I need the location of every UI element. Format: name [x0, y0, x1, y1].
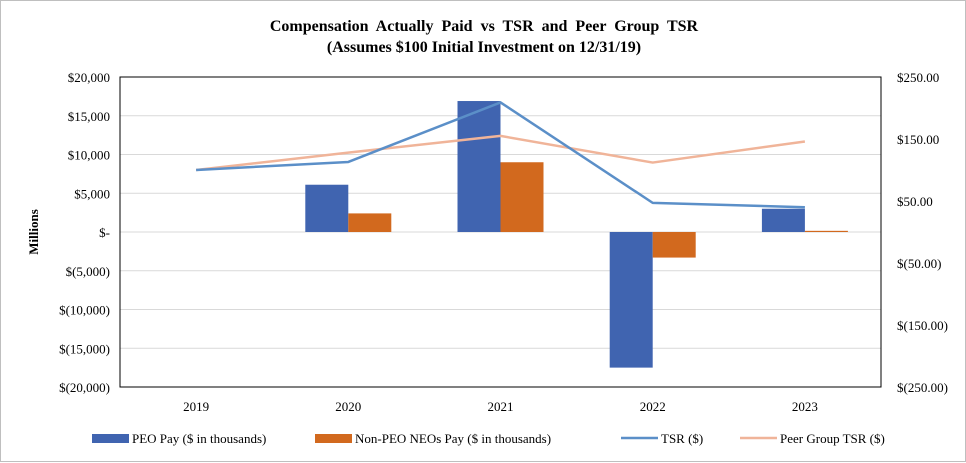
y2-tick-label: $50.00 [897, 194, 933, 209]
legend-label: Non-PEO NEOs Pay ($ in thousands) [355, 431, 551, 446]
y-tick-label: $10,000 [68, 148, 110, 163]
chart-subtitle: (Assumes $100 Initial Investment on 12/3… [327, 39, 641, 56]
bar-peo-2021 [457, 101, 501, 233]
bar-peo-2020 [305, 184, 349, 232]
x-tick-label: 2021 [488, 399, 514, 414]
legend-swatch [315, 434, 352, 443]
x-tick-label: 2019 [183, 399, 209, 414]
y-tick-label: $20,000 [68, 70, 110, 85]
bar-non-peo-2020 [348, 213, 392, 232]
x-tick-label: 2020 [335, 399, 361, 414]
bar-non-peo-2021 [500, 162, 544, 232]
series-line-tsr [196, 101, 805, 209]
legend-label: Peer Group TSR ($) [780, 431, 885, 446]
y-axis-label: Millions [26, 209, 41, 255]
legend-label: PEO Pay ($ in thousands) [132, 431, 266, 446]
x-tick-label: 2023 [792, 399, 818, 414]
legend-swatch [92, 434, 129, 443]
x-tick-label: 2022 [640, 399, 666, 414]
y-tick-label: $5,000 [74, 186, 110, 201]
legend-label: TSR ($) [661, 431, 703, 446]
chart-title: Compensation Actually Paid vs TSR and Pe… [270, 18, 699, 35]
y-tick-label: $(20,000) [59, 380, 110, 395]
y-tick-label: $(10,000) [59, 303, 110, 318]
y-tick-label: $(15,000) [59, 341, 110, 356]
y2-tick-label: $(150.00) [897, 318, 948, 333]
y2-tick-label: $(50.00) [897, 256, 941, 271]
bar-non-peo-2023 [804, 230, 848, 232]
y-tick-label: $15,000 [68, 109, 110, 124]
y-tick-label: $- [99, 225, 110, 240]
plot-area [119, 76, 882, 388]
bar-non-peo-2022 [652, 232, 696, 258]
bar-peo-2022 [609, 232, 653, 368]
y2-tick-label: $150.00 [897, 132, 939, 147]
bar-peo-2023 [761, 208, 805, 232]
y2-tick-label: $250.00 [897, 70, 939, 85]
y-tick-label: $(5,000) [66, 264, 110, 279]
series-line-peer-group-tsr [195, 134, 806, 172]
y2-tick-label: $(250.00) [897, 380, 948, 395]
